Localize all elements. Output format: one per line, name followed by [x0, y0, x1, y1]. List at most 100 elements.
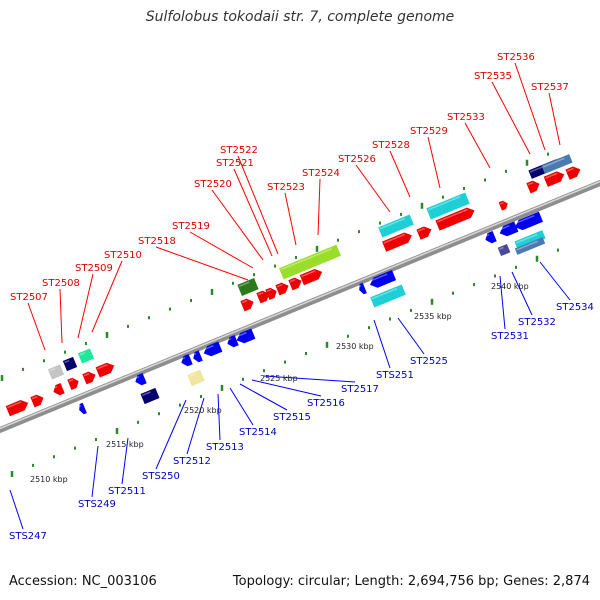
- gene-label-st2529: ST2529: [410, 126, 448, 137]
- gene-arrow: [565, 166, 581, 180]
- scale-label: 2510 kbp: [30, 475, 68, 484]
- leader-line: [251, 379, 322, 397]
- gene-label-st2528: ST2528: [372, 140, 410, 151]
- gene-arrow: [435, 207, 475, 231]
- gene-label-sts250: STS250: [142, 471, 180, 482]
- gene-arrow: [369, 269, 397, 288]
- gene-arrow: [77, 348, 95, 364]
- gene-arrow: [484, 231, 497, 244]
- tick-marks: [0, 152, 559, 477]
- gene-label-st2518: ST2518: [138, 236, 176, 247]
- scale-label: 2515 kbp: [106, 440, 144, 449]
- gene-arrow: [5, 400, 29, 417]
- gene-arrow: [52, 383, 65, 396]
- gene-label-sts249: STS249: [78, 499, 116, 510]
- gene-arrow: [299, 269, 323, 286]
- gene-arrow: [30, 394, 44, 408]
- gene-label-st2516: ST2516: [307, 398, 345, 409]
- gene-arrow: [140, 387, 160, 405]
- leader-line: [91, 260, 123, 333]
- leader-line: [491, 81, 531, 155]
- gene-arrow: [82, 371, 96, 385]
- gene-arrow: [370, 284, 406, 308]
- leader-line: [397, 317, 425, 355]
- genome-backbone-highlight: [0, 180, 600, 430]
- gene-label-st2521: ST2521: [216, 158, 254, 169]
- gene-arrow: [497, 243, 511, 257]
- gene-arrow: [358, 282, 367, 295]
- gene-arrow: [134, 373, 147, 386]
- leader-line: [263, 375, 356, 383]
- gene-arrow: [235, 328, 256, 344]
- leader-line: [373, 319, 391, 369]
- leader-line: [539, 261, 571, 301]
- topology-text: Topology: circular; Length: 2,694,756 bp…: [232, 574, 590, 589]
- gene-arrow: [514, 230, 546, 250]
- gene-arrow: [498, 221, 519, 237]
- leader-line: [211, 189, 264, 261]
- gene-label-st2509: ST2509: [75, 263, 113, 274]
- gene-arrow: [256, 290, 270, 304]
- gene-arrow: [180, 354, 193, 367]
- gene-arrow: [265, 287, 277, 300]
- gene-label-st2508: ST2508: [42, 278, 80, 289]
- leader-line: [514, 62, 546, 151]
- gene-arrow: [514, 237, 546, 255]
- scale-label: 2530 kbp: [336, 342, 374, 351]
- gene-label-st2512: ST2512: [173, 456, 211, 467]
- gene-arrow: [279, 244, 341, 280]
- gene-label-st2524: ST2524: [302, 168, 340, 179]
- gene-label-st2523: ST2523: [267, 182, 305, 193]
- gene-label-st2535: ST2535: [474, 71, 512, 82]
- scale-label: 2540 kbp: [491, 282, 529, 291]
- gene-arrow: [78, 402, 87, 415]
- leader-line: [77, 273, 94, 339]
- gene-arrow: [47, 364, 65, 380]
- gene-arrow: [226, 335, 239, 348]
- leader-line: [217, 393, 221, 441]
- leader-lines: [9, 62, 571, 530]
- gene-label-st2534: ST2534: [556, 302, 594, 313]
- leader-line: [155, 399, 187, 470]
- gene-arrow: [378, 214, 414, 238]
- leader-line: [239, 383, 288, 411]
- gene-label-st2520: ST2520: [194, 179, 232, 190]
- leader-line: [355, 164, 391, 213]
- gene-arrow: [543, 171, 565, 187]
- gene-arrow: [514, 211, 544, 231]
- gene-label-sts247: STS247: [9, 531, 47, 542]
- gene-label-st2513: ST2513: [206, 442, 244, 453]
- genome-backbone: [0, 179, 600, 434]
- gene-label-st2511: ST2511: [108, 486, 146, 497]
- leader-line: [189, 231, 254, 269]
- accession-text: Accession: NC_003106: [9, 574, 157, 589]
- gene-label-st2537: ST2537: [531, 82, 569, 93]
- leader-line: [155, 246, 249, 281]
- gene-label-st2531: ST2531: [491, 331, 529, 342]
- genes: [5, 154, 581, 417]
- leader-line: [121, 437, 129, 485]
- leader-line: [499, 275, 506, 330]
- leader-line: [237, 155, 279, 255]
- leader-line: [9, 489, 24, 530]
- gene-label-st2522: ST2522: [220, 145, 258, 156]
- scale-label: 2535 kbp: [414, 312, 452, 321]
- scale-label: 2525 kbp: [260, 374, 298, 383]
- gene-labels: ST2507 ST2508 ST2509 ST2510 ST2518 ST2519 ST25…: [9, 52, 594, 542]
- gene-label-st2515: ST2515: [273, 412, 311, 423]
- leader-line: [389, 150, 411, 198]
- gene-arrow: [275, 282, 289, 296]
- gene-arrow: [95, 362, 115, 378]
- leader-line: [464, 122, 491, 169]
- leader-line: [284, 192, 297, 246]
- leader-line: [317, 178, 321, 236]
- leader-line: [27, 302, 46, 351]
- leader-line: [233, 168, 273, 257]
- map-title: Sulfolobus tokodaii str. 7, complete gen…: [145, 9, 455, 25]
- gene-label-st2526: ST2526: [338, 154, 376, 165]
- leader-line: [548, 92, 561, 146]
- gene-label-sts251: STS251: [376, 370, 414, 381]
- scale-labels: 2510 kbp 2515 kbp 2520 kbp 2525 kbp 2530 kbp…: [30, 282, 529, 484]
- gene-arrow: [62, 356, 78, 372]
